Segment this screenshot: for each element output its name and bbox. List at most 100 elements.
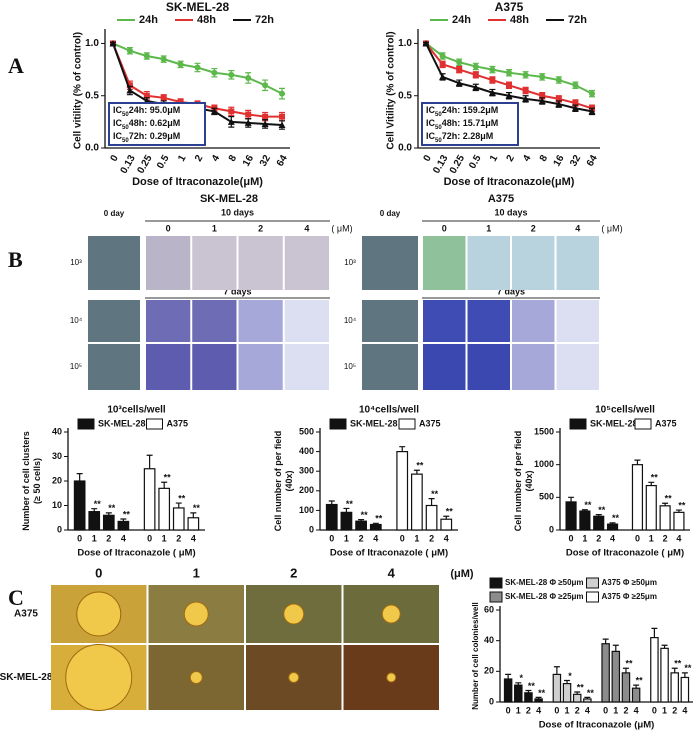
micrograph [192, 300, 237, 342]
y-axis-title: Cell vitility (% of control) [73, 32, 84, 149]
marker [422, 39, 430, 47]
label: (μM) [450, 568, 474, 580]
marker [228, 71, 235, 78]
marker [571, 104, 579, 112]
x-axis-title: Dose of Itraconazole(μM) [444, 176, 575, 188]
chart-title: 10⁵cells/well [595, 405, 655, 416]
x-tick-label: 1 [662, 705, 667, 715]
x-tick-label: 1 [414, 533, 419, 543]
spheroid [381, 604, 401, 624]
y-tick-label: 0 [309, 524, 314, 534]
marker [278, 121, 286, 128]
x-axis-title: Dose of Itraconazole(μM) [132, 176, 263, 188]
marker [439, 53, 446, 59]
y-tick-label: 1000 [534, 459, 554, 469]
significance: ** [587, 688, 595, 698]
micrograph [362, 236, 418, 290]
marker [210, 107, 218, 115]
error-bar [443, 515, 450, 520]
y-tick-label: 40 [52, 426, 62, 436]
bar [572, 693, 582, 703]
x-tick-label: 16 [241, 153, 256, 169]
x-tick-label: 4 [610, 533, 615, 543]
bar [593, 515, 605, 531]
x-tick-label: 0.25 [448, 153, 467, 176]
micrograph [146, 300, 191, 342]
error-bar [146, 454, 153, 469]
marker [506, 69, 512, 76]
marker [572, 100, 579, 107]
error-bar [76, 473, 83, 481]
legend-swatch [586, 591, 599, 603]
y-axis-title: Cell Vitility (% of control) [386, 31, 397, 149]
y-tick-label: 0 [57, 524, 62, 534]
error-bar [161, 481, 168, 489]
bar [440, 518, 453, 531]
marker [472, 83, 480, 91]
legend-swatch [329, 418, 347, 430]
ic50-prefix: IC [113, 105, 123, 115]
x-tick-label: 2 [429, 533, 434, 543]
significance: ** [346, 499, 354, 509]
marker [489, 66, 496, 73]
legend-swatch [77, 418, 95, 430]
micrograph [192, 344, 237, 390]
significance: ** [178, 493, 186, 503]
x-tick-label: 2 [176, 533, 181, 543]
bar [660, 647, 669, 703]
ic50-sub: 50 [122, 138, 129, 144]
significance: * [568, 671, 572, 681]
ic50-prefix: IC [426, 118, 436, 128]
y-tick-label: 0.5 [85, 90, 99, 101]
label: 1 [212, 223, 217, 233]
error-bar [328, 500, 335, 505]
panel-label: B [8, 247, 23, 272]
marker [506, 82, 512, 89]
micrograph [362, 344, 418, 390]
bar [565, 501, 577, 531]
micrograph [556, 344, 599, 390]
y-axis-title: Cell number of per field [273, 431, 283, 532]
label: 0 [95, 565, 102, 580]
y-tick-label: 200 [299, 485, 314, 495]
x-tick-label: 32 [568, 153, 583, 169]
x-tick-label: 2 [193, 153, 206, 164]
spheroid [288, 672, 300, 683]
marker [279, 90, 285, 97]
x-tick-label: 0 [329, 533, 334, 543]
error-bar [190, 512, 197, 518]
label: A375 [14, 609, 38, 620]
x-tick-label: 0.5 [155, 153, 172, 171]
x-tick-label: 1 [516, 705, 521, 715]
y-axis-title: (40x) [284, 470, 294, 491]
bar [73, 480, 86, 531]
marker [472, 63, 479, 70]
y-tick-label: 0 [489, 696, 494, 706]
bar [670, 672, 679, 703]
significance: ** [651, 473, 659, 483]
ic50-prefix: IC [113, 131, 123, 141]
micrograph [238, 344, 283, 390]
marker [538, 97, 546, 104]
bar [425, 504, 438, 531]
label: 2 [531, 223, 536, 233]
y-tick-label: 10 [52, 500, 62, 510]
ic50-text: IC5072h: 2.28μM [426, 131, 493, 143]
marker [456, 66, 463, 73]
error-bar [662, 502, 669, 506]
legend-swatch [398, 418, 416, 430]
label: ( μM) [331, 223, 352, 233]
y-tick-label: 0.5 [398, 90, 412, 101]
x-tick-label: 1 [582, 533, 587, 543]
marker [489, 77, 496, 84]
significance: ** [416, 461, 424, 471]
significance: ** [678, 500, 686, 510]
y-tick-label: 1.0 [85, 38, 99, 49]
x-tick-label: 0 [554, 705, 559, 715]
ic50-value: 72h: 0.29μM [129, 131, 181, 141]
x-tick-label: 32 [258, 153, 273, 169]
legend-swatch [489, 591, 503, 603]
micrograph [238, 300, 283, 342]
bar [645, 484, 657, 531]
x-tick-label: 1 [344, 533, 349, 543]
